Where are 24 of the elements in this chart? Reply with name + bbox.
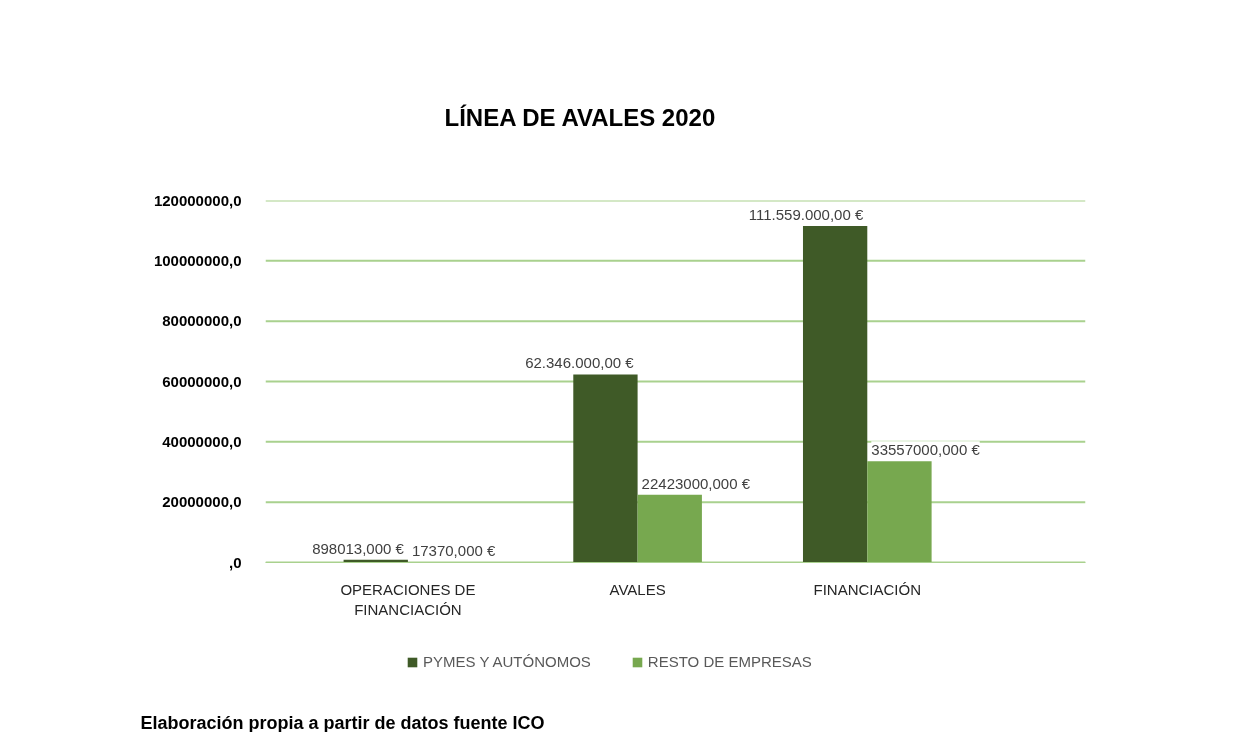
bar: [867, 461, 932, 563]
data-label: 898013,000 €: [312, 539, 405, 557]
text: Elaboración propia a partir de datos fuente ICO: [140, 712, 545, 733]
x-tick-label: OPERACIONES DE FINANCIACIÓN: [340, 580, 476, 618]
chart-title: LÍNEA DE AVALES 2020: [444, 103, 716, 131]
bar: [573, 374, 638, 563]
data-label: 62.346.000,00 €: [525, 354, 635, 372]
y-tick-label: 100000000,0: [153, 251, 242, 269]
data-label: 33557000,000 €: [871, 441, 981, 459]
legend-label: RESTO DE EMPRESAS: [647, 653, 812, 670]
x-tick-label: AVALES: [609, 580, 666, 598]
bar: [802, 225, 868, 563]
y-tick-label: ,0: [228, 553, 242, 571]
y-tick-label: 20000000,0: [162, 493, 242, 511]
y-tick-label: 40000000,0: [162, 432, 242, 450]
data-label: 22423000,000 €: [641, 474, 751, 492]
y-tick-label: 60000000,0: [162, 372, 242, 390]
y-tick-label: 120000000,0: [153, 191, 242, 209]
data-label: 17370,000 €: [411, 542, 496, 560]
x-tick-label: FINANCIACIÓN: [813, 580, 922, 598]
bar: [637, 494, 702, 563]
data-label: 111.559.000,00 €: [748, 205, 864, 223]
legend-label: PYMES Y AUTÓNOMOS: [423, 653, 591, 670]
y-tick-label: 80000000,0: [162, 312, 242, 330]
